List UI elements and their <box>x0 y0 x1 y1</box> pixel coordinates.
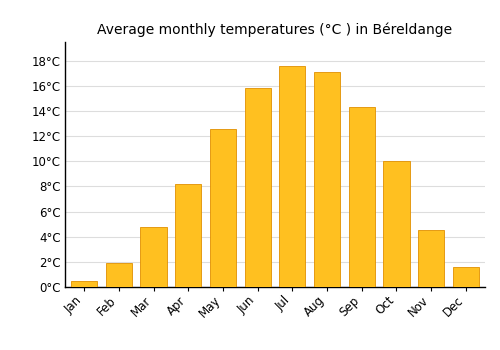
Bar <box>175 184 201 287</box>
Title: Average monthly temperatures (°C ) in Béreldange: Average monthly temperatures (°C ) in Bé… <box>98 22 452 37</box>
Bar <box>280 66 305 287</box>
Bar <box>349 107 375 287</box>
Bar <box>418 230 444 287</box>
Bar <box>210 129 236 287</box>
Bar <box>384 161 409 287</box>
Bar <box>314 72 340 287</box>
Bar <box>244 89 270 287</box>
Bar <box>71 281 97 287</box>
Bar <box>453 267 479 287</box>
Bar <box>140 227 166 287</box>
Bar <box>106 263 132 287</box>
